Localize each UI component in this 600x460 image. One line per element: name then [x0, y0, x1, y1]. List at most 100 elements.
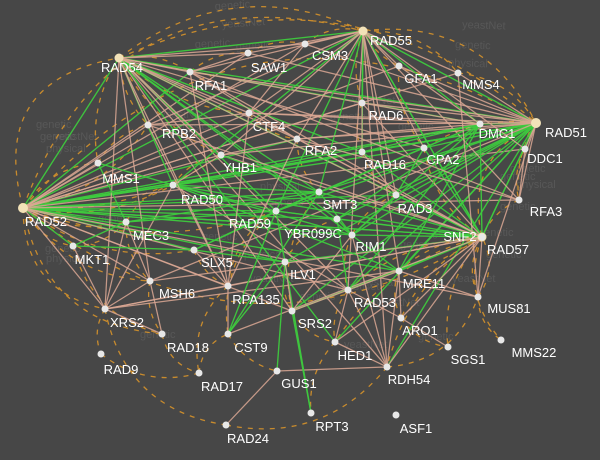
graph-edge-physical	[398, 65, 481, 125]
graph-node-label-ybr099c: YBR099C	[284, 226, 342, 241]
graph-node-rad17[interactable]	[195, 369, 203, 377]
graph-node-rpb2[interactable]	[144, 121, 152, 129]
graph-node-xrs2[interactable]	[101, 305, 109, 313]
graph-node-mre11[interactable]	[395, 267, 403, 275]
graph-edge-genetic-dashed	[477, 236, 490, 298]
graph-edge-genetic-dashed	[96, 308, 106, 355]
graph-node-dmc1[interactable]	[476, 120, 484, 128]
graph-node-rad55[interactable]	[358, 26, 368, 36]
graph-edge-genetic-dashed	[296, 138, 320, 193]
graph-edge-physical	[247, 52, 537, 124]
graph-node-ctf4[interactable]	[245, 109, 253, 117]
graph-edge-physical	[22, 207, 479, 298]
graph-edge-genetic-dashed	[386, 236, 483, 368]
graph-edge-genetic	[22, 71, 191, 209]
graph-node-rad3[interactable]	[392, 191, 400, 199]
graph-edge-genetic	[22, 57, 120, 209]
graph-node-sgs1[interactable]	[444, 343, 452, 351]
graph-node-rad50[interactable]	[169, 181, 177, 189]
graph-node-hed1[interactable]	[331, 338, 339, 346]
graph-edge-physical	[189, 52, 249, 73]
graph-edge-genetic	[172, 184, 320, 193]
graph-node-ilv1[interactable]	[281, 258, 289, 266]
node-layer[interactable]	[18, 26, 541, 429]
graph-edge-physical	[189, 30, 364, 73]
graph-edge-genetic-dashed	[104, 308, 227, 426]
graph-node-rim1[interactable]	[348, 231, 356, 239]
graph-edge-physical	[386, 236, 483, 368]
graph-node-rad24[interactable]	[222, 421, 230, 429]
graph-node-slx5[interactable]	[190, 246, 198, 254]
graph-node-label-slx5: SLX5	[201, 255, 233, 270]
graph-node-yhb1[interactable]	[217, 151, 225, 159]
graph-edge-physical	[362, 30, 520, 201]
graph-node-rad59[interactable]	[272, 207, 280, 215]
graph-node-cpa2[interactable]	[420, 144, 428, 152]
graph-edge-genetic-dashed	[22, 124, 149, 209]
graph-node-rad16[interactable]	[358, 148, 366, 156]
graph-edge-physical	[362, 30, 388, 368]
graph-node-label-rad55: RAD55	[370, 33, 412, 48]
graph-node-rad9[interactable]	[97, 350, 105, 358]
graph-edge-genetic	[193, 191, 320, 251]
graph-edge-physical	[334, 289, 349, 343]
graph-node-ddc1[interactable]	[521, 145, 529, 153]
graph-node-asf1[interactable]	[392, 411, 400, 419]
graph-node-rad53[interactable]	[344, 286, 352, 294]
graph-node-label-mkt1: MKT1	[75, 252, 110, 267]
graph-edge-physical	[334, 341, 388, 368]
graph-edge-physical	[22, 199, 520, 209]
graph-edge-genetic	[423, 147, 483, 238]
graph-edge-genetic-dashed	[22, 184, 174, 214]
graph-node-gfa1[interactable]	[395, 62, 403, 70]
graph-node-mus81[interactable]	[474, 293, 482, 301]
graph-node-cst9[interactable]	[224, 330, 232, 338]
graph-node-rad51[interactable]	[531, 118, 541, 128]
graph-edge-genetic-dashed	[481, 199, 520, 238]
graph-node-rpa135[interactable]	[224, 282, 232, 290]
graph-node-smt3[interactable]	[315, 188, 323, 196]
graph-node-rad18[interactable]	[158, 330, 166, 338]
graph-node-ybr099c[interactable]	[333, 215, 341, 223]
graph-node-label-msh6: MSH6	[159, 286, 195, 301]
graph-node-rpt3[interactable]	[307, 409, 315, 417]
graph-edge-genetic-dashed	[304, 28, 364, 45]
graph-edge-genetic	[118, 30, 364, 59]
graph-node-mms1[interactable]	[94, 159, 102, 167]
graph-node-label-rfa1: RFA1	[195, 78, 228, 93]
graph-node-saw1[interactable]	[244, 49, 252, 57]
graph-node-mms4[interactable]	[454, 69, 462, 77]
graph-node-rfa3[interactable]	[515, 196, 523, 204]
graph-node-rad54[interactable]	[114, 53, 124, 63]
graph-node-rad57[interactable]	[478, 233, 486, 241]
graph-node-msh6[interactable]	[146, 277, 154, 285]
graph-node-label-sgs1: SGS1	[451, 352, 486, 367]
edge-type-watermark: physical	[46, 253, 86, 265]
graph-node-csm3[interactable]	[301, 40, 309, 48]
graph-edge-genetic-dashed	[22, 207, 106, 310]
graph-edge-physical	[398, 65, 537, 124]
graph-node-mms22[interactable]	[497, 336, 505, 344]
graph-edge-physical	[227, 112, 250, 287]
graph-edge-genetic	[118, 57, 363, 153]
graph-node-mkt1[interactable]	[69, 242, 77, 250]
graph-node-label-rpb2: RPB2	[162, 126, 196, 141]
edge-type-watermark: physical	[46, 143, 86, 155]
graph-node-rdh54[interactable]	[383, 363, 391, 371]
graph-node-aro1[interactable]	[397, 314, 405, 322]
graph-node-rfa2[interactable]	[293, 135, 301, 143]
graph-edge-genetic-dashed	[343, 234, 353, 291]
graph-edge-genetic	[22, 207, 400, 272]
graph-node-srs2[interactable]	[288, 307, 296, 315]
graph-node-rfa1[interactable]	[186, 68, 194, 76]
graph-edge-physical	[72, 245, 106, 310]
graph-node-rad52[interactable]	[18, 203, 28, 213]
graph-node-gus1[interactable]	[273, 367, 281, 375]
graph-node-mec3[interactable]	[122, 218, 130, 226]
edge-type-watermark: genetic	[195, 37, 232, 51]
graph-node-rad6[interactable]	[358, 99, 366, 107]
graph-edge-physical	[220, 122, 537, 156]
graph-edge-genetic	[398, 123, 481, 272]
graph-node-label-rdh54: RDH54	[388, 372, 431, 387]
